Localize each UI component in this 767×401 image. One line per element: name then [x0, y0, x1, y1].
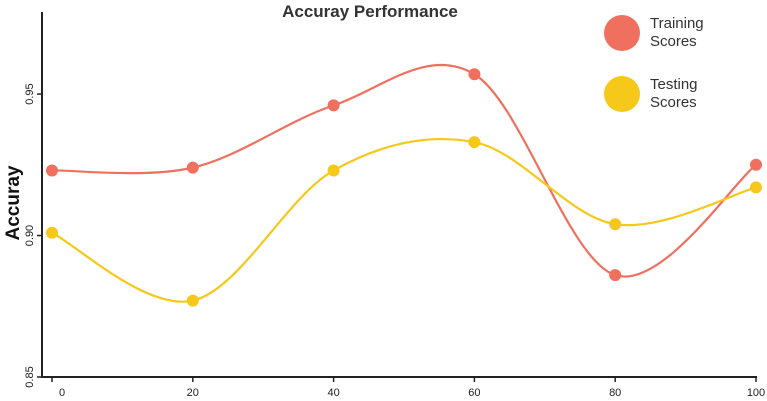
- series-line-1: [51, 137, 757, 303]
- chart-title: Accuray Performance: [282, 2, 458, 21]
- y-tick-label: 0.90: [24, 225, 36, 246]
- legend-label: Scores: [650, 33, 697, 50]
- x-tick-label: 80: [609, 387, 621, 399]
- y-ticks: 0.85 0.90 0.95: [24, 83, 42, 388]
- x-tick-label: 20: [187, 387, 199, 399]
- y-tick-label: 0.85: [24, 366, 36, 387]
- data-point: [468, 68, 481, 81]
- legend-label: Training: [650, 15, 704, 32]
- data-point: [186, 161, 199, 174]
- y-tick-label: 0.95: [24, 83, 36, 104]
- legend-swatch: [604, 76, 640, 112]
- data-point: [609, 218, 622, 231]
- legend-label: Testing: [650, 76, 698, 93]
- legend-label: Scores: [650, 94, 697, 111]
- data-point: [468, 136, 481, 149]
- data-point: [186, 294, 199, 307]
- y-axis-label: Accuray: [3, 165, 24, 240]
- x-ticks: 0 20 40 60 80 100: [51, 377, 765, 399]
- x-tick-label: 100: [747, 387, 765, 399]
- series-points: [46, 68, 762, 307]
- x-tick-label: 0: [59, 387, 65, 399]
- x-tick-label: 40: [327, 387, 339, 399]
- data-point: [46, 226, 58, 239]
- legend-swatch: [604, 15, 640, 51]
- data-point: [750, 181, 762, 194]
- data-point: [750, 158, 762, 171]
- data-point: [46, 164, 58, 177]
- data-point: [327, 164, 340, 177]
- x-tick-label: 60: [468, 387, 480, 399]
- data-point: [609, 269, 622, 282]
- data-point: [327, 99, 340, 112]
